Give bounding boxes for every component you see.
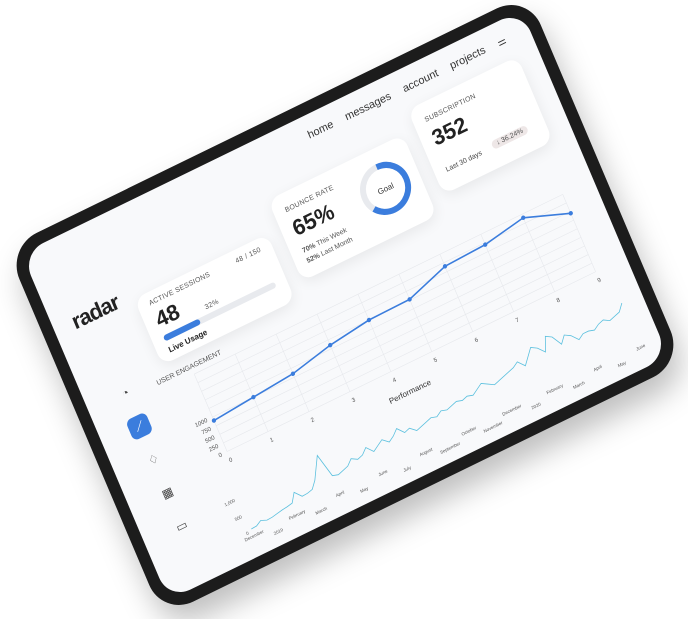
- dashboard-screen: radar home messages account projects ⚌ ◔…: [21, 9, 669, 601]
- nav-account[interactable]: account: [400, 67, 441, 96]
- radar-logo: radar: [67, 289, 123, 335]
- x-tick-label: October: [461, 425, 478, 437]
- x-tick-label: 2: [310, 417, 316, 424]
- x-tick-label: April: [335, 490, 345, 499]
- x-tick-label: 8: [556, 297, 562, 304]
- calendar-icon[interactable]: ▦: [159, 483, 176, 502]
- data-point: [521, 215, 526, 221]
- data-point: [483, 242, 488, 247]
- data-point: [442, 264, 448, 269]
- data-point: [211, 418, 217, 423]
- grid-line: [193, 373, 228, 452]
- card-label: ACTIVE SESSIONS: [148, 271, 212, 308]
- grid-line: [201, 211, 571, 392]
- grid-line: [480, 234, 514, 312]
- grid-line: [562, 194, 596, 272]
- x-tick-label: June: [635, 343, 646, 352]
- x-tick-label: April: [593, 364, 603, 373]
- x-tick-label: 6: [474, 337, 480, 344]
- x-tick-label: September: [439, 441, 461, 455]
- grid-line: [197, 202, 567, 383]
- x-tick-label: 2020: [531, 401, 542, 410]
- y-tick-label: 750: [201, 426, 213, 436]
- data-point: [328, 342, 333, 348]
- grid-line: [216, 245, 585, 426]
- grid-line: [316, 314, 351, 392]
- ring-fill: [360, 161, 412, 215]
- browser-icon[interactable]: ▭: [173, 517, 190, 535]
- nav-home[interactable]: home: [305, 118, 336, 142]
- x-tick-label: March: [572, 380, 586, 390]
- nav-messages[interactable]: messages: [343, 90, 394, 124]
- x-tick-label: May: [359, 485, 369, 494]
- pie-chart-icon[interactable]: ◔: [119, 385, 132, 402]
- x-tick-label: 3: [351, 397, 357, 404]
- y-tick-label: 500: [205, 435, 217, 445]
- x-tick-label: June: [378, 468, 389, 477]
- grid-line: [208, 228, 578, 409]
- y-tick-label: 250: [208, 443, 220, 453]
- engagement-line: [213, 212, 571, 422]
- x-tick-label: February: [288, 508, 307, 521]
- x-tick-label: 4: [392, 377, 398, 384]
- x-tick-label: February: [546, 382, 565, 395]
- grid-line: [223, 262, 593, 444]
- grid-line: [398, 274, 433, 352]
- grid-line: [194, 194, 563, 375]
- x-tick-label: 5: [433, 357, 439, 364]
- x-tick-label: March: [315, 505, 329, 515]
- bounce-rate-card: BOUNCE RATE 65% 70% This Week 52% Last M…: [267, 134, 438, 282]
- ring-label: Goal: [376, 181, 395, 197]
- nav-projects[interactable]: projects: [448, 44, 488, 73]
- x-tick-label: 1: [269, 437, 275, 444]
- y-tick-label: 500: [234, 514, 243, 522]
- x-tick-label: July: [403, 464, 413, 472]
- graph-icon[interactable]: ⟋: [125, 411, 154, 442]
- performance-line: [251, 302, 623, 530]
- sliders-icon[interactable]: ⚌: [495, 34, 508, 49]
- y-tick-label: 1,000: [224, 498, 237, 508]
- data-point: [290, 371, 296, 376]
- x-tick-label: December: [501, 403, 522, 417]
- grid-line: [226, 271, 596, 452]
- grid-line: [219, 254, 589, 435]
- x-tick-label: November: [483, 420, 504, 434]
- change-badge: ↓ 36.24%: [490, 124, 530, 150]
- grid-line: [234, 353, 269, 432]
- tablet-frame: radar home messages account projects ⚌ ◔…: [6, 0, 684, 617]
- y-tick-label: 0: [245, 530, 250, 536]
- sessions-ratio: 48 / 150: [234, 246, 263, 266]
- x-tick-label: 7: [515, 317, 521, 324]
- grid-line: [212, 237, 582, 418]
- data-point: [568, 211, 573, 216]
- x-tick-label: 2019: [273, 527, 284, 536]
- bell-icon[interactable]: ♢: [145, 450, 162, 469]
- x-tick-label: August: [419, 446, 434, 457]
- y-tick-label: 0: [218, 452, 224, 459]
- x-tick-label: 9: [597, 277, 603, 284]
- goal-ring: Goal: [360, 161, 412, 215]
- y-tick-label: 1000: [194, 418, 209, 430]
- grid-line: [521, 214, 555, 292]
- subscription-period: Last 30 days: [444, 149, 484, 174]
- x-tick-label: May: [617, 360, 627, 369]
- data-point: [366, 317, 372, 323]
- grid-line: [357, 294, 392, 372]
- data-point: [251, 394, 256, 400]
- x-tick-label: 0: [228, 457, 234, 464]
- data-point: [407, 297, 412, 302]
